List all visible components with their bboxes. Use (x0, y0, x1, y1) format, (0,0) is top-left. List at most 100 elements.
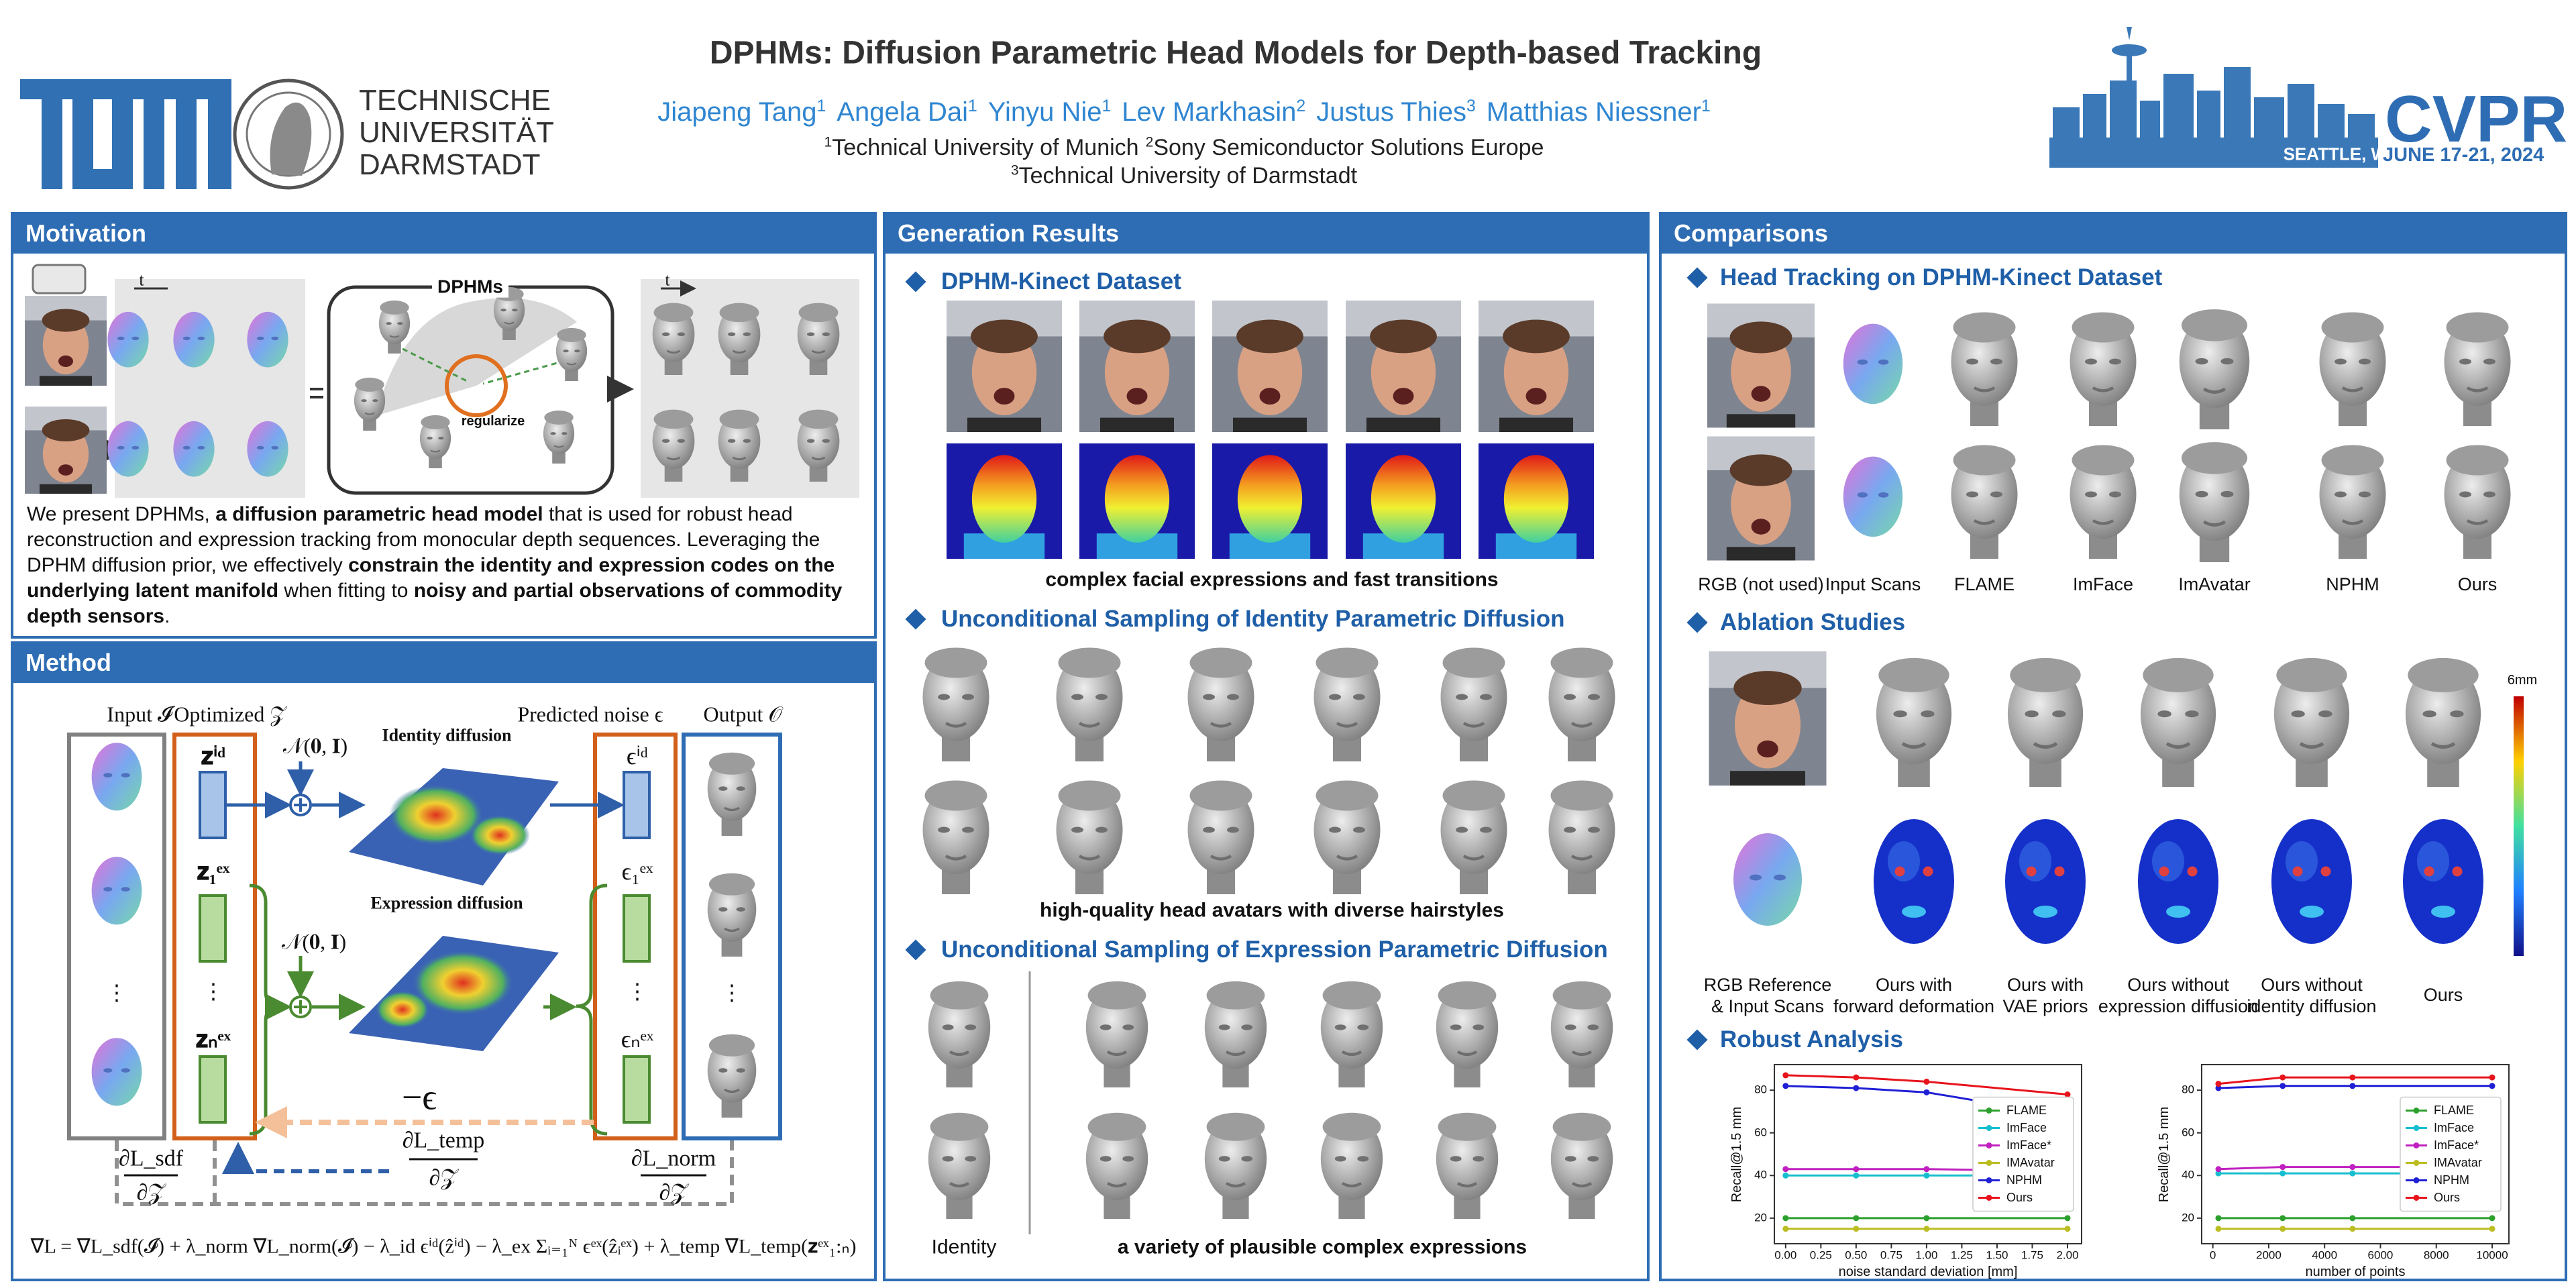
method-label: NPHM (2326, 574, 2379, 595)
series-point (1782, 1215, 1789, 1222)
ablation-head (1876, 658, 1951, 787)
x-tick-label: 8000 (2423, 1248, 2449, 1262)
depth-frame (1346, 443, 1461, 559)
affiliation-number: 1 (824, 134, 833, 150)
expression-sample (928, 981, 990, 1087)
x-axis-label: number of points (2305, 1265, 2406, 1279)
method-label: Input Scans (1825, 574, 1921, 595)
variant-label: expression diffusion (2098, 996, 2259, 1017)
noise-label: ϵₙᵉˣ (621, 1026, 654, 1053)
conference-dates: JUNE 17-21, 2024 (2383, 144, 2544, 166)
university-seal (233, 78, 344, 190)
rgb-frame (1079, 301, 1195, 432)
y-tick-label: 40 (2182, 1168, 2194, 1181)
series-line (2218, 1076, 2493, 1085)
affiliation-name: Technical University of Munich (832, 134, 1139, 160)
tracked-head (1951, 445, 2018, 559)
series-point (2349, 1083, 2356, 1089)
legend-swatch (2413, 1142, 2420, 1148)
rgb-frame (1212, 301, 1328, 432)
section-title: DPHM-Kinect Dataset (941, 268, 1181, 294)
caption: high-quality head avatars with diverse h… (1040, 899, 1504, 922)
input-scan (173, 421, 215, 477)
series-point (1782, 1072, 1789, 1079)
series-point (1923, 1166, 1930, 1173)
latent-code: 𝐳₁ᵉˣ (197, 858, 230, 885)
x-tick-label: 2.00 (2056, 1248, 2079, 1262)
legend-label: IMAvatar (2434, 1155, 2482, 1169)
input-scan (91, 1038, 142, 1106)
series-point (1782, 1083, 1789, 1089)
x-tick-label: 0 (2209, 1248, 2216, 1262)
output-head (706, 871, 758, 958)
expression-sample (1436, 1113, 1498, 1219)
y-tick-label: 20 (2182, 1211, 2194, 1224)
x-tick-label: 0.50 (1845, 1248, 1868, 1262)
input-scan (1733, 833, 1802, 926)
series-point (2349, 1215, 2356, 1222)
expression-sample (1086, 1113, 1148, 1219)
ablation-head (2141, 658, 2216, 787)
series-point (1853, 1226, 1860, 1232)
error-map (2271, 819, 2352, 944)
university-name: DARMSTADT (359, 148, 541, 181)
university-name: TECHNISCHE (359, 83, 551, 117)
time-label: t (139, 270, 144, 290)
expression-sample (1551, 981, 1613, 1087)
output-head (706, 751, 758, 837)
series-point (1782, 1226, 1789, 1232)
author-affiliation: 1 (1102, 97, 1112, 115)
expression-sample (1086, 981, 1148, 1087)
identity-sample (1549, 648, 1615, 762)
identity-sample (1441, 648, 1507, 762)
author-name: Matthias Niessner (1486, 97, 1701, 127)
identity-sample (1314, 781, 1381, 895)
text-run: that is used for robust head reconstruct… (27, 503, 820, 576)
identity-sample (1188, 781, 1254, 895)
expression-sample (1205, 981, 1267, 1087)
legend-swatch (1986, 1125, 1992, 1131)
series-line (1785, 1074, 2068, 1095)
gradient-numerator: ∂L_sdf (118, 1146, 184, 1171)
panel-title: Method (25, 649, 111, 677)
author-affiliation: 1 (816, 97, 826, 115)
input-scan (91, 857, 142, 925)
expression-sample (1436, 981, 1498, 1087)
legend-swatch (2413, 1195, 2420, 1201)
text-run: a diffusion parametric head model (215, 503, 543, 525)
legend-box (2400, 1096, 2502, 1212)
legend-label: ImFace (2006, 1120, 2047, 1134)
motivation-text: We present DPHMs, a diffusion parametric… (27, 502, 862, 629)
series-point (2215, 1081, 2222, 1087)
legend-label: ImFace* (2006, 1138, 2052, 1152)
legend-swatch (2413, 1108, 2420, 1114)
method-label: FLAME (1953, 574, 2015, 595)
depth-frame (1079, 443, 1195, 559)
variant-label: RGB Reference (1703, 975, 1832, 996)
x-tick-label: 4000 (2312, 1248, 2338, 1262)
output-head (706, 1032, 758, 1119)
y-axis-label: Recall@1.5 mm (1729, 1106, 1744, 1202)
column-label: Optimized 𝒵 (174, 702, 286, 727)
column-label: Predicted noise ϵ (517, 702, 663, 727)
series-point (1853, 1085, 1860, 1091)
series-point (2215, 1166, 2222, 1173)
series-point (1923, 1078, 1930, 1085)
rgb-frame (947, 301, 1062, 432)
author-list: Jiapeng Tang1 Angela Dai1 Yinyu Nie1 Lev Ma… (657, 97, 1711, 127)
affiliation-number: 3 (1010, 162, 1019, 178)
gaussian-label: 𝒩(𝟎, 𝐈) (281, 929, 347, 954)
tracked-head (2320, 313, 2386, 427)
ablation-head (2406, 658, 2481, 787)
diffusion-label: Identity diffusion (382, 725, 512, 745)
conference-name: CVPR (2385, 82, 2568, 156)
series-point (2064, 1091, 2071, 1097)
gradient-denominator: ∂𝒵 (659, 1180, 688, 1205)
section-title: Head Tracking on DPHM-Kinect Dataset (1720, 264, 2163, 290)
series-point (1853, 1074, 1860, 1081)
input-scan (1843, 323, 1903, 405)
input-scan (1843, 456, 1903, 537)
depth-frame (947, 443, 1062, 559)
expression-sample (1551, 1113, 1613, 1219)
